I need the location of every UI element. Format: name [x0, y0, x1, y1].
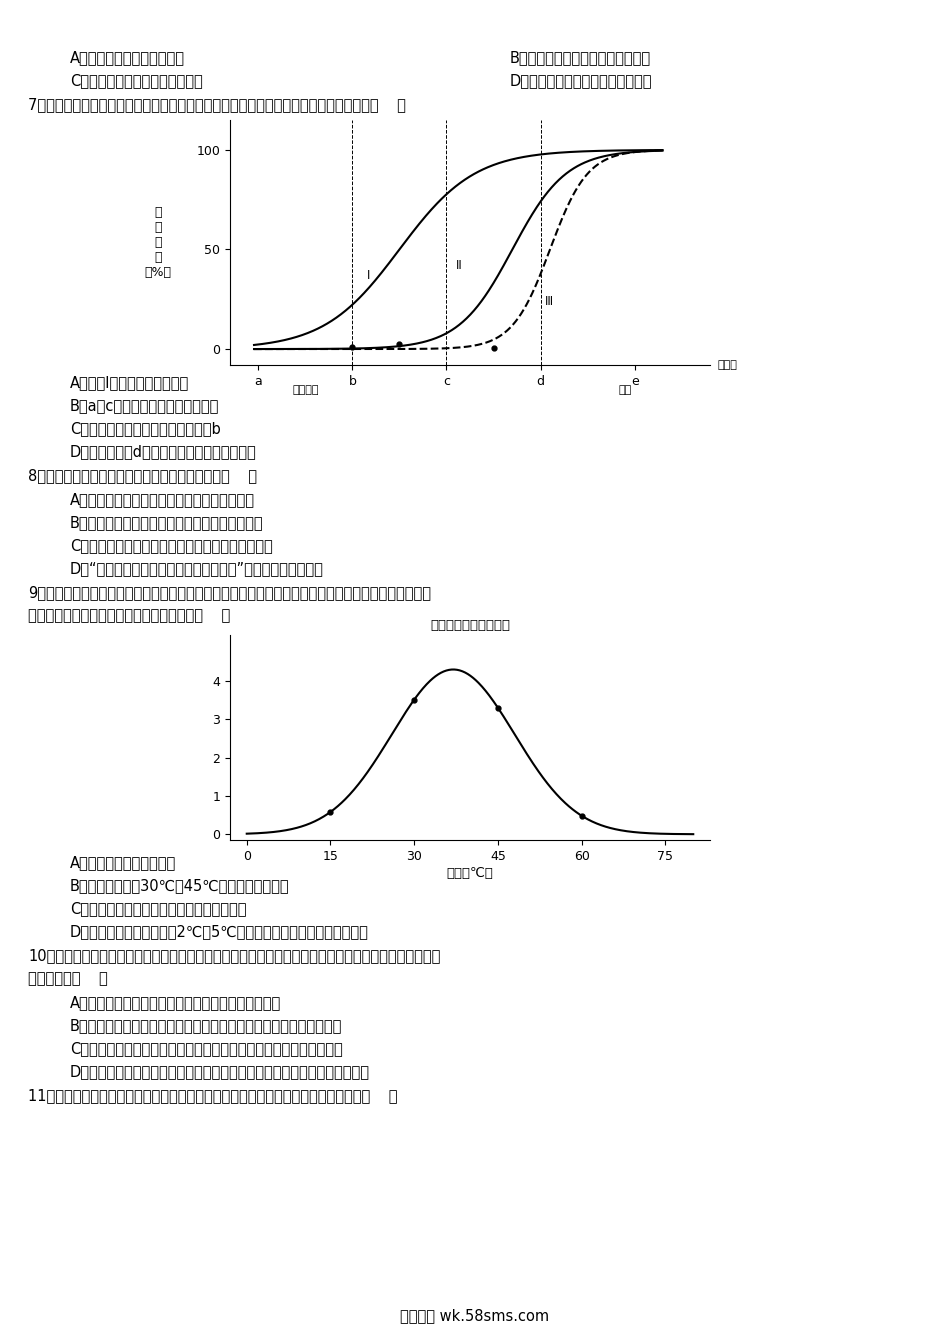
Text: A．曲线Ⅰ代表淠粉的消化程度: A．曲线Ⅰ代表淠粉的消化程度 — [70, 375, 189, 390]
Text: 8．下列关于鸟类的生殖与发育的叙述，错误的是（    ）: 8．下列关于鸟类的生殖与发育的叙述，错误的是（ ） — [28, 468, 257, 482]
Text: D．“几处早莺争暖树，谁家新燕啼春泥。”反映了鸟的育雏行为: D．“几处早莺争暖树，谁家新燕啼春泥。”反映了鸟的育雏行为 — [70, 560, 324, 577]
Text: C．讒餽头时，面团中的酵母菌会被高温杀死: C．讒餽头时，面团中的酵母菌会被高温杀死 — [70, 900, 246, 917]
X-axis label: 温度（℃）: 温度（℃） — [446, 867, 493, 880]
Text: C．亲鸟复杂的繁殖行为可以大大提高后代的成活率: C．亲鸟复杂的繁殖行为可以大大提高后代的成活率 — [70, 538, 273, 552]
Text: A．不同种类鸟的鸟卵中最重要的结构都是胚盘: A．不同种类鸟的鸟卵中最重要的结构都是胚盘 — [70, 492, 255, 507]
Text: 咍和食道: 咍和食道 — [292, 384, 318, 395]
Y-axis label: 消
化
程
度
（%）: 消 化 程 度 （%） — [144, 206, 172, 280]
Text: 消化道: 消化道 — [717, 360, 737, 370]
Text: C．蛋白质化学性消化的起始部位是b: C．蛋白质化学性消化的起始部位是b — [70, 421, 220, 435]
Text: D．血小板有止血和加速凝血的作用: D．血小板有止血和加速凝血的作用 — [510, 73, 653, 87]
Text: B．池塘被污染之后能恢复原状，因此人类可以随意将污染物排入池塘: B．池塘被污染之后能恢复原状，因此人类可以随意将污染物排入池塘 — [70, 1017, 342, 1034]
Text: Ⅲ: Ⅲ — [545, 296, 554, 308]
Text: B．做餽头时，用30℃～45℃温水发面效果更好: B．做餽头时，用30℃～45℃温水发面效果更好 — [70, 878, 290, 892]
Text: C．红细胞的主要功能是运输氧气: C．红细胞的主要功能是运输氧气 — [70, 73, 202, 87]
Text: C．池塘自身净化作用的大小与其生物种类和营养结构的复杂程度有关: C．池塘自身净化作用的大小与其生物种类和营养结构的复杂程度有关 — [70, 1042, 343, 1056]
Text: 7．如图中的曲线表示淠粉、蛋白质、脂肪在消化道中被消化的程度。下列叙述错误的是（    ）: 7．如图中的曲线表示淠粉、蛋白质、脂肪在消化道中被消化的程度。下列叙述错误的是（… — [28, 97, 406, 112]
Text: A．血液由血浆和血细胞组成: A．血液由血浆和血细胞组成 — [70, 50, 185, 65]
Title: 二氧化碳体积（毫升）: 二氧化碳体积（毫升） — [430, 620, 510, 633]
Text: 化碳产生量的影响，下列相关叙述错误的是（    ）: 化碳产生量的影响，下列相关叙述错误的是（ ） — [28, 607, 230, 624]
Text: 述错误的是（    ）: 述错误的是（ ） — [28, 970, 107, 986]
Text: A．此现象说明池塘生态系统具有一定的自我调节能力: A．此现象说明池塘生态系统具有一定的自我调节能力 — [70, 995, 281, 1009]
Text: 9．在做餽头时，将酵母菌加入生面团中，酵母菌会产生二氧化碳，使生面团膨胀。如图表示温度对二氧: 9．在做餽头时，将酵母菌加入生面团中，酵母菌会产生二氧化碳，使生面团膨胀。如图表… — [28, 585, 431, 599]
Text: D．脂肪在器官d中最终被消化成绣油和脂肪酸: D．脂肪在器官d中最终被消化成绣油和脂肪酸 — [70, 444, 256, 460]
Text: 五八文库 wk.58sms.com: 五八文库 wk.58sms.com — [401, 1308, 549, 1322]
Text: B．a、c分别代表的器官是口腔和胃: B．a、c分别代表的器官是口腔和胃 — [70, 398, 219, 413]
Text: Ⅱ: Ⅱ — [456, 259, 462, 273]
Text: Ⅰ: Ⅰ — [367, 269, 370, 282]
Text: D．当池塘受到严重污染，超出其自身的调节能力时，池塘生态系统就会失调: D．当池塘受到严重污染，超出其自身的调节能力时，池塘生态系统就会失调 — [70, 1064, 370, 1079]
Text: D．面团放到冰笱冷藏室（2℃～5℃）不会发酵，因为酵母菌会被冻死: D．面团放到冰笱冷藏室（2℃～5℃）不会发酵，因为酵母菌会被冻死 — [70, 925, 369, 939]
Text: 10．当池塘受到轻微污染时，它能通过自身的净化作用消除污染，逐渐恢复到污染前的状态。下列相关叙: 10．当池塘受到轻微污染时，它能通过自身的净化作用消除污染，逐渐恢复到污染前的状… — [28, 948, 441, 964]
Text: B．求偶、交配、产卵是所有鸟类共有的繁殖行为: B．求偶、交配、产卵是所有鸟类共有的繁殖行为 — [70, 515, 263, 530]
Text: A．酵母菌属于单细胞真菌: A．酵母菌属于单细胞真菌 — [70, 855, 177, 870]
Text: 肊门: 肊门 — [618, 384, 632, 395]
Text: 11．如图为玉米种子萩发时胚与胚乳的有机物含量变化曲线，下列相关叙述错误的是（    ）: 11．如图为玉米种子萩发时胚与胚乳的有机物含量变化曲线，下列相关叙述错误的是（ … — [28, 1089, 397, 1103]
Text: B．血浆中含量最多的物质是蛋白质: B．血浆中含量最多的物质是蛋白质 — [510, 50, 651, 65]
